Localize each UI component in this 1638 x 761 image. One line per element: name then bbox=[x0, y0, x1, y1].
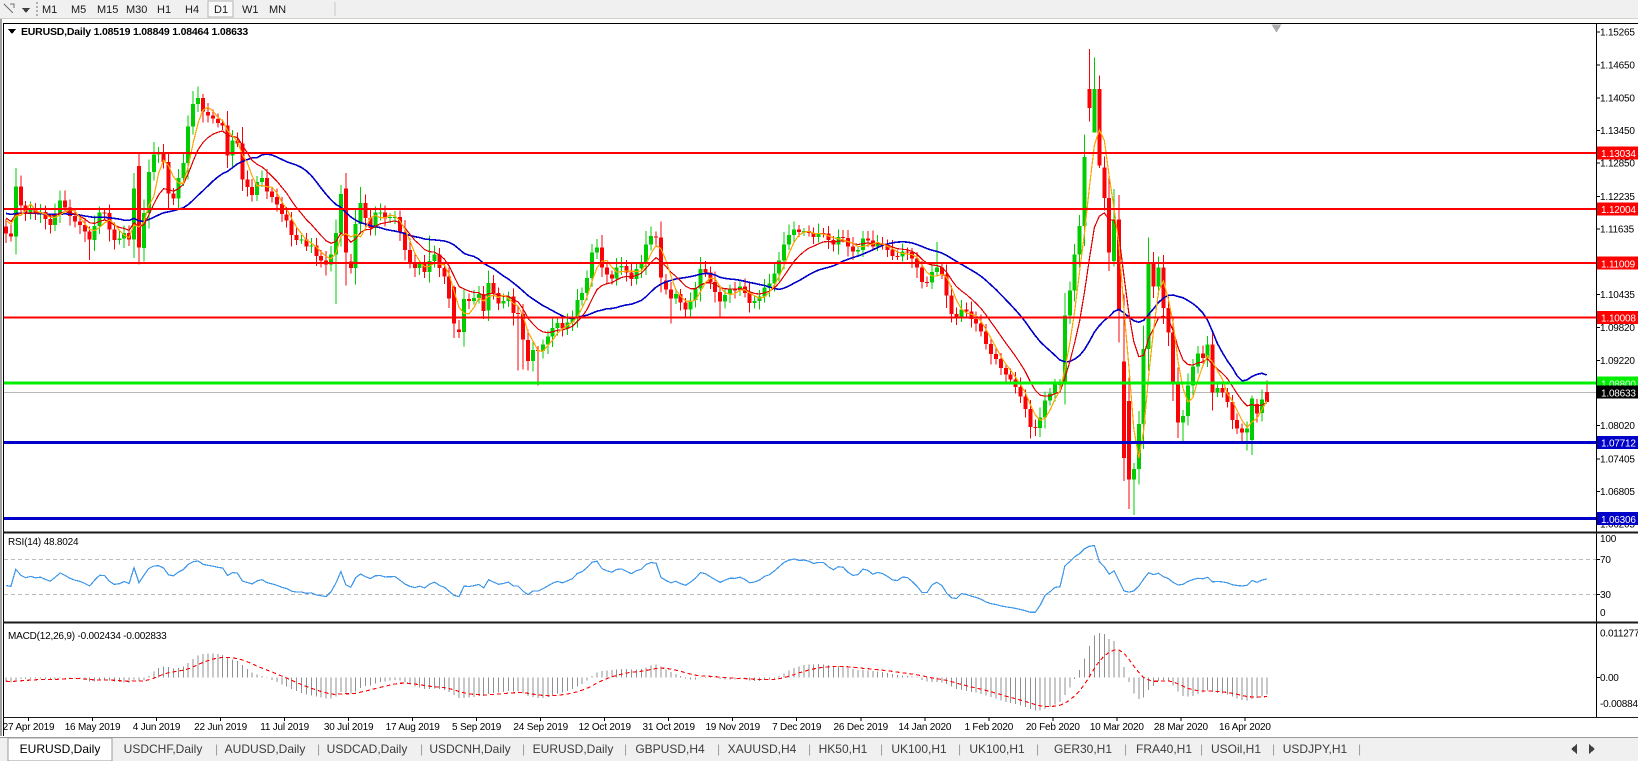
svg-text:0: 0 bbox=[1600, 608, 1606, 619]
svg-text:M30: M30 bbox=[126, 4, 147, 16]
svg-text:1.14650: 1.14650 bbox=[1600, 61, 1635, 72]
svg-text:1.09220: 1.09220 bbox=[1600, 356, 1635, 367]
svg-text:16 Apr 2020: 16 Apr 2020 bbox=[1219, 722, 1271, 733]
svg-text:|: | bbox=[1124, 742, 1127, 756]
svg-text:GBPUSD,H4: GBPUSD,H4 bbox=[635, 742, 705, 756]
svg-text:19 Nov 2019: 19 Nov 2019 bbox=[705, 722, 760, 733]
svg-text:|: | bbox=[958, 742, 961, 756]
svg-text:10 Mar 2020: 10 Mar 2020 bbox=[1090, 722, 1145, 733]
svg-text:27 Apr 2019: 27 Apr 2019 bbox=[3, 722, 55, 733]
svg-text:11 Jul 2019: 11 Jul 2019 bbox=[260, 722, 309, 733]
svg-text:M15: M15 bbox=[97, 4, 118, 16]
svg-text:12 Oct 2019: 12 Oct 2019 bbox=[579, 722, 632, 733]
svg-text:0.011277: 0.011277 bbox=[1600, 629, 1638, 640]
svg-text:|: | bbox=[215, 742, 218, 756]
svg-text:H1: H1 bbox=[157, 4, 171, 16]
svg-text:|: | bbox=[1272, 742, 1275, 756]
svg-text:1.11635: 1.11635 bbox=[1600, 225, 1635, 236]
svg-text:1.09820: 1.09820 bbox=[1600, 323, 1635, 334]
svg-text:M5: M5 bbox=[71, 4, 86, 16]
svg-text:D1: D1 bbox=[214, 4, 228, 16]
svg-text:1.12004: 1.12004 bbox=[1601, 205, 1636, 216]
svg-text:|: | bbox=[420, 742, 423, 756]
svg-text:1.14050: 1.14050 bbox=[1600, 93, 1635, 104]
svg-text:30 Jul 2019: 30 Jul 2019 bbox=[324, 722, 374, 733]
svg-text:1.08633: 1.08633 bbox=[1601, 388, 1636, 399]
svg-text:100: 100 bbox=[1600, 534, 1617, 545]
svg-text:31 Oct 2019: 31 Oct 2019 bbox=[643, 722, 696, 733]
svg-text:USDCHF,Daily: USDCHF,Daily bbox=[124, 742, 203, 756]
svg-text:H4: H4 bbox=[185, 4, 199, 16]
svg-text:USOil,H1: USOil,H1 bbox=[1211, 742, 1261, 756]
svg-text:1.07712: 1.07712 bbox=[1601, 439, 1636, 450]
svg-text:1.11009: 1.11009 bbox=[1601, 259, 1636, 270]
svg-text:1.10008: 1.10008 bbox=[1601, 314, 1636, 325]
svg-text:USDCNH,Daily: USDCNH,Daily bbox=[429, 742, 510, 756]
svg-text:|: | bbox=[808, 742, 811, 756]
svg-text:|: | bbox=[624, 742, 627, 756]
svg-text:17 Aug 2019: 17 Aug 2019 bbox=[386, 722, 441, 733]
svg-text:M1: M1 bbox=[42, 4, 57, 16]
svg-text:EURUSD,Daily: EURUSD,Daily bbox=[533, 742, 614, 756]
svg-text:4 Jun 2019: 4 Jun 2019 bbox=[133, 722, 181, 733]
svg-text:1.08800: 1.08800 bbox=[1601, 379, 1636, 390]
svg-text:|: | bbox=[880, 742, 883, 756]
svg-text:7 Dec 2019: 7 Dec 2019 bbox=[772, 722, 822, 733]
svg-text:HK50,H1: HK50,H1 bbox=[819, 742, 868, 756]
svg-text:-0.008845: -0.008845 bbox=[1600, 699, 1638, 710]
svg-text:MN: MN bbox=[269, 4, 286, 16]
svg-text:1.06805: 1.06805 bbox=[1600, 487, 1635, 498]
svg-text:EURUSD,Daily: EURUSD,Daily bbox=[20, 742, 101, 756]
svg-text:20 Feb 2020: 20 Feb 2020 bbox=[1026, 722, 1081, 733]
svg-text:1 Feb 2020: 1 Feb 2020 bbox=[964, 722, 1013, 733]
svg-text:24 Sep 2019: 24 Sep 2019 bbox=[513, 722, 568, 733]
svg-text:28 Mar 2020: 28 Mar 2020 bbox=[1154, 722, 1209, 733]
svg-text:70: 70 bbox=[1600, 555, 1611, 566]
svg-text:1.10435: 1.10435 bbox=[1600, 290, 1635, 301]
svg-text:1.13450: 1.13450 bbox=[1600, 126, 1635, 137]
svg-text:|: | bbox=[1358, 742, 1361, 756]
svg-text:1.15265: 1.15265 bbox=[1600, 27, 1635, 38]
svg-text:16 May 2019: 16 May 2019 bbox=[65, 722, 121, 733]
svg-text:UK100,H1: UK100,H1 bbox=[891, 742, 947, 756]
svg-text:14 Jan 2020: 14 Jan 2020 bbox=[898, 722, 951, 733]
svg-text:5 Sep 2019: 5 Sep 2019 bbox=[452, 722, 502, 733]
svg-text:MACD(12,26,9) -0.002434 -0.002: MACD(12,26,9) -0.002434 -0.002833 bbox=[8, 631, 167, 642]
svg-text:1.12235: 1.12235 bbox=[1600, 192, 1635, 203]
svg-text:W1: W1 bbox=[242, 4, 259, 16]
svg-text:RSI(14) 48.8024: RSI(14) 48.8024 bbox=[8, 537, 79, 548]
svg-text:FRA40,H1: FRA40,H1 bbox=[1136, 742, 1192, 756]
svg-text:26 Dec 2019: 26 Dec 2019 bbox=[834, 722, 889, 733]
svg-text:XAUUSD,H4: XAUUSD,H4 bbox=[728, 742, 797, 756]
svg-text:1.08020: 1.08020 bbox=[1600, 421, 1635, 432]
svg-text:0.00: 0.00 bbox=[1600, 673, 1619, 684]
svg-text:AUDUSD,Daily: AUDUSD,Daily bbox=[225, 742, 306, 756]
svg-text:22 Jun 2019: 22 Jun 2019 bbox=[194, 722, 247, 733]
svg-text:EURUSD,Daily 1.08519 1.08849: EURUSD,Daily 1.08519 1.08849 1.08464 1.0… bbox=[21, 26, 248, 38]
svg-text:USDJPY,H1: USDJPY,H1 bbox=[1283, 742, 1348, 756]
svg-text:USDCAD,Daily: USDCAD,Daily bbox=[327, 742, 408, 756]
svg-text:30: 30 bbox=[1600, 590, 1611, 601]
svg-text:UK100,H1: UK100,H1 bbox=[969, 742, 1025, 756]
svg-text:1.06306: 1.06306 bbox=[1601, 515, 1636, 526]
svg-text:1.13034: 1.13034 bbox=[1601, 149, 1636, 160]
svg-text:|: | bbox=[317, 742, 320, 756]
svg-text:1.07405: 1.07405 bbox=[1600, 455, 1635, 466]
svg-text:1.12850: 1.12850 bbox=[1600, 159, 1635, 170]
svg-text:GER30,H1: GER30,H1 bbox=[1054, 742, 1112, 756]
svg-text:|: | bbox=[522, 742, 525, 756]
svg-text:|: | bbox=[1036, 742, 1039, 756]
svg-text:|: | bbox=[717, 742, 720, 756]
svg-text:|: | bbox=[1200, 742, 1203, 756]
